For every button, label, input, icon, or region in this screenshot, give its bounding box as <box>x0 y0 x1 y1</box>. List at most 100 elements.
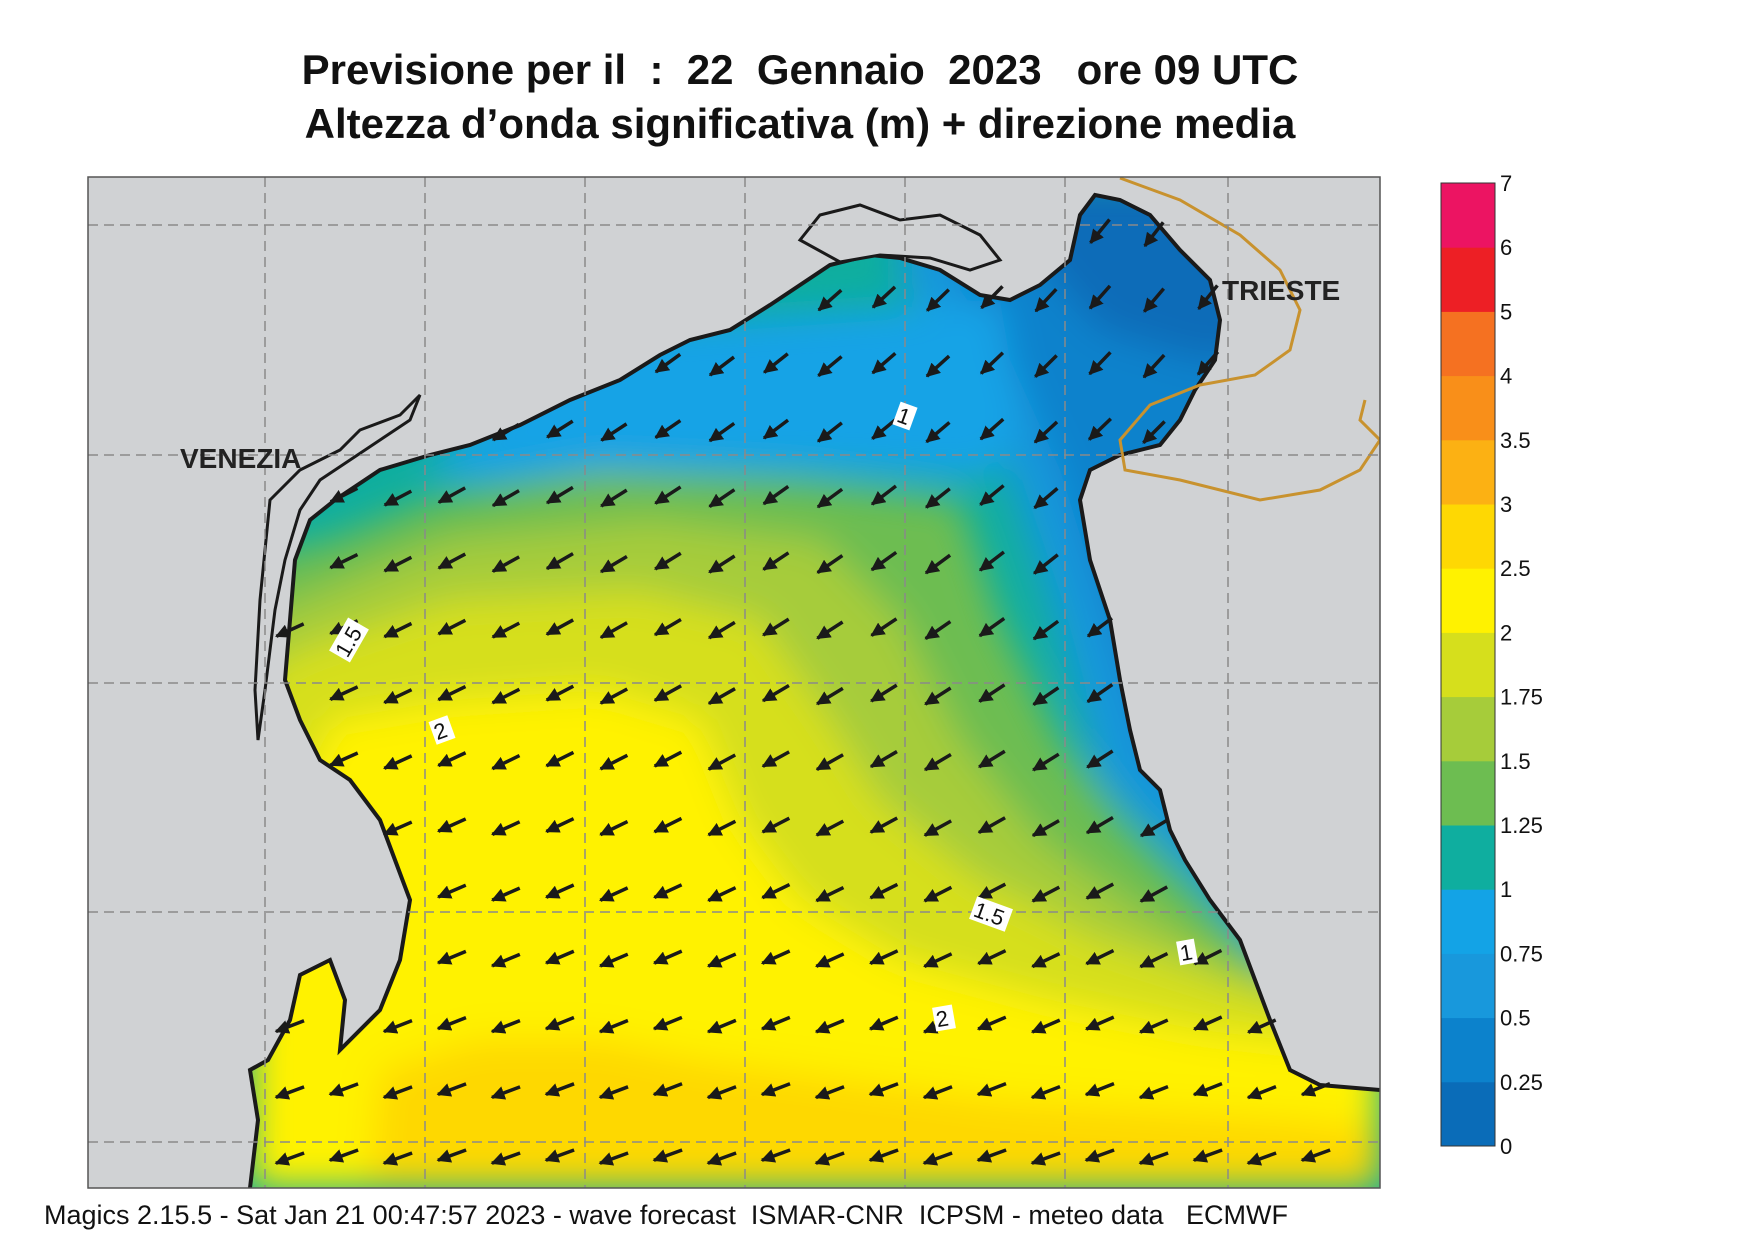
lat-lon-grid <box>88 177 1380 1188</box>
wave-arrow <box>815 885 845 903</box>
wave-arrow <box>1084 1015 1115 1031</box>
wave-arrow <box>1084 1082 1115 1097</box>
colorbar-swatch <box>1441 183 1495 248</box>
wave-arrow <box>1031 952 1061 969</box>
wave-arrow <box>871 285 897 309</box>
wave-arrow <box>383 754 413 770</box>
wave-arrow <box>815 819 845 837</box>
wave-arrow <box>926 288 950 312</box>
wave-arrow <box>329 751 359 767</box>
wave-arrow <box>760 1148 791 1163</box>
wave-arrow <box>706 1085 737 1100</box>
wave-arrow <box>437 552 467 570</box>
wave-direction-arrows <box>274 218 1331 1166</box>
wave-arrow <box>383 555 413 573</box>
wave-arrow <box>977 882 1007 900</box>
wave-arrow <box>923 752 952 772</box>
wave-arrow <box>814 1085 845 1100</box>
wave-arrow <box>383 688 413 705</box>
wave-arrow <box>869 882 899 900</box>
wave-arrow <box>490 886 521 902</box>
wave-arrow <box>274 1019 305 1034</box>
wave-arrow <box>870 550 898 572</box>
wave-arrow <box>491 687 521 705</box>
wave-arrow <box>1031 885 1061 903</box>
wave-arrow <box>762 485 790 506</box>
wave-arrow <box>870 484 897 506</box>
wave-arrow <box>599 554 628 574</box>
wave-arrow <box>1030 1151 1061 1166</box>
map-frame <box>87 176 1381 1189</box>
wave-arrow <box>871 418 897 440</box>
colorbar-swatch <box>1441 439 1495 505</box>
wave-arrow <box>491 422 520 442</box>
wave-arrow <box>437 684 467 702</box>
wave-arrow <box>491 621 521 639</box>
wave-arrow <box>490 952 521 968</box>
wave-arrow <box>600 422 628 442</box>
wave-arrow <box>1197 284 1219 310</box>
colorbar-frame <box>1440 182 1496 1147</box>
wave-arrow <box>814 1018 845 1034</box>
map-subtitle: Altezza d’onda significativa (m) + direz… <box>304 100 1296 147</box>
wave-arrow <box>976 1082 1007 1097</box>
wave-arrow <box>1032 686 1060 706</box>
wave-arrow <box>707 620 736 640</box>
colorbar-tick-label: 2 <box>1500 620 1512 645</box>
wave-arrow <box>1086 616 1114 638</box>
wave-arrow <box>437 486 466 504</box>
map-title: Previsione per il : 22 Gennaio 2023 ore … <box>301 46 1299 93</box>
wave-arrow <box>761 683 790 703</box>
wave-arrow <box>1084 1148 1115 1163</box>
wave-arrow <box>978 749 1006 769</box>
wave-arrow <box>599 753 629 771</box>
wave-arrow <box>977 816 1006 834</box>
wave-arrow <box>815 952 845 968</box>
wave-arrow <box>924 620 952 641</box>
wave-arrow <box>382 1019 413 1034</box>
wave-arrow <box>436 949 467 965</box>
label-venezia: VENEZIA <box>180 443 301 474</box>
wave-arrow <box>329 486 359 504</box>
wave-arrow <box>1139 885 1169 903</box>
wave-arrow <box>545 750 575 768</box>
wave-arrow <box>654 485 682 505</box>
wave-arrow <box>1300 1148 1331 1163</box>
wave-arrow <box>1143 221 1165 248</box>
wave-arrow <box>1139 818 1168 838</box>
wave-arrow <box>1246 1084 1277 1100</box>
wave-arrow <box>1246 1151 1277 1166</box>
colorbar-tick-label: 2.5 <box>1500 556 1531 581</box>
wave-arrow <box>816 487 844 509</box>
wave-arrow <box>707 687 736 706</box>
wave-arrow <box>923 819 952 837</box>
wave-arrow <box>925 487 951 509</box>
wave-arrow <box>545 618 574 636</box>
wave-arrow <box>1192 1148 1223 1163</box>
wave-arrow <box>925 354 951 378</box>
wave-arrow <box>599 886 629 902</box>
wave-arrow <box>923 952 953 969</box>
wave-arrow <box>760 1015 791 1031</box>
colorbar-tick-label: 0 <box>1500 1134 1512 1159</box>
wave-arrow <box>817 421 843 443</box>
wave-arrow <box>1142 287 1166 313</box>
wave-arrow <box>491 754 521 771</box>
wave-arrow <box>708 488 736 508</box>
wave-arrow <box>1142 353 1166 379</box>
wave-arrow <box>922 1151 953 1166</box>
wave-arrow <box>762 418 790 440</box>
wave-arrow <box>869 816 899 834</box>
wave-arrow <box>329 552 359 570</box>
colorbar-tick-label: 6 <box>1500 235 1512 260</box>
wave-arrow <box>1247 1018 1277 1034</box>
wave-arrow <box>1138 1018 1169 1034</box>
wave-arrow <box>1033 487 1059 510</box>
wave-arrow <box>1031 819 1060 838</box>
colorbar-tick-label: 3.5 <box>1500 428 1531 453</box>
wave-arrow <box>1142 420 1166 444</box>
wave-arrow <box>923 885 953 903</box>
wave-arrow <box>1034 354 1058 378</box>
wave-arrow <box>1033 553 1059 575</box>
wave-arrow <box>870 617 898 637</box>
